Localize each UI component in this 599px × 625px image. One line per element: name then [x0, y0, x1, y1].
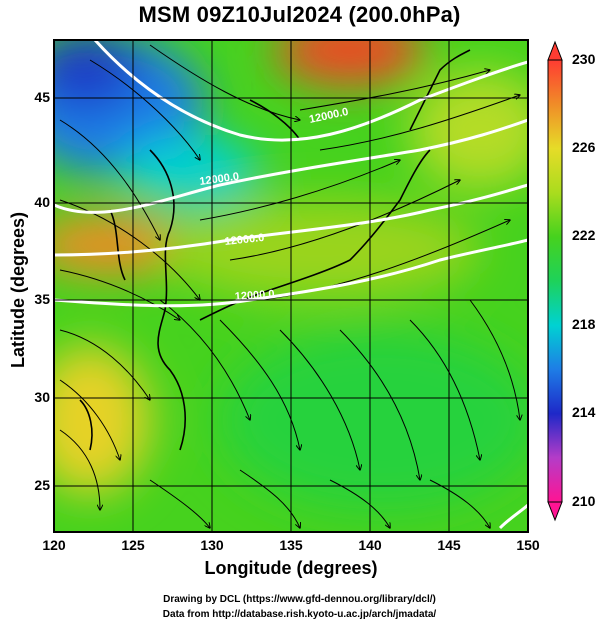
y-tick-label: 35 — [34, 291, 50, 307]
x-tick-label: 140 — [358, 537, 382, 553]
streamline — [149, 479, 210, 528]
colorbar-tick-label: 218 — [572, 316, 596, 332]
colorbar-tick-label: 230 — [572, 51, 596, 67]
credit-data: Data from http://database.rish.kyoto-u.a… — [162, 609, 437, 620]
contour-line — [54, 238, 528, 308]
streamline — [219, 319, 300, 450]
contour-label-3: 12000.0 — [224, 232, 265, 248]
x-tick-label: 120 — [42, 537, 66, 553]
warm-pool-northeast — [410, 70, 528, 190]
y-axis-label: Latitude (degrees) — [8, 211, 28, 369]
contour-line — [54, 118, 528, 214]
contour-label-2: 12000.0 — [199, 171, 240, 188]
x-tick-label: 135 — [279, 537, 303, 553]
plot-frame — [53, 39, 529, 533]
x-tick-label: 125 — [121, 537, 145, 553]
streamline — [59, 119, 160, 240]
cool-band-korea — [120, 135, 260, 205]
cold-core-northwest — [54, 40, 140, 110]
x-tick-label: 130 — [200, 537, 224, 553]
streamline — [409, 319, 480, 460]
streamline — [239, 469, 300, 528]
colorbar-tick-label: 222 — [572, 227, 596, 243]
y-tick-label: 45 — [34, 89, 50, 105]
y-tick-label: 40 — [34, 194, 50, 210]
green-field-south — [220, 330, 528, 510]
colorbar-tick-label: 226 — [572, 139, 596, 155]
streamline — [429, 479, 490, 528]
streamline — [89, 59, 200, 160]
gridlines — [54, 40, 528, 532]
colorbar-tick-label: 214 — [572, 404, 596, 420]
contour-line — [93, 40, 528, 142]
streamline — [149, 44, 300, 120]
colorbar-tick-label: 210 — [572, 493, 596, 509]
streamline — [199, 160, 400, 221]
x-tick-label: 145 — [437, 537, 461, 553]
warm-band-yellow-sea — [54, 215, 190, 275]
warm-band-japan — [160, 200, 480, 300]
streamline — [59, 429, 100, 510]
colorbar-max-arrow — [547, 40, 563, 61]
height-contours — [54, 40, 528, 530]
y-tick-label: 25 — [34, 477, 50, 493]
coastline-primorye — [249, 99, 301, 141]
colorbar — [547, 40, 563, 522]
coastlines — [79, 49, 471, 451]
coastline-japan — [199, 149, 431, 321]
warm-pool-north — [275, 40, 425, 85]
plot-area: 12000.0 12000.0 12000.0 12000.0 — [54, 40, 528, 532]
warm-pool-southwest — [54, 345, 150, 495]
streamlines — [59, 44, 520, 528]
streamline — [59, 329, 150, 400]
x-axis-label: Longitude (degrees) — [204, 558, 378, 578]
x-tick-label: 150 — [516, 537, 540, 553]
streamline — [299, 70, 490, 111]
credit-drawing: Drawing by DCL (https://www.gfd-dennou.o… — [163, 594, 436, 605]
coastline-china-korea — [149, 149, 186, 451]
coastline-shandong — [109, 209, 126, 281]
coastline-hokkaido-sakhalin — [409, 49, 471, 131]
map-title: MSM 09Z10Jul2024 (200.0hPa) — [138, 2, 461, 27]
contour-label-4: 12000.0 — [234, 288, 275, 303]
streamline — [59, 269, 180, 320]
contour-line — [54, 183, 528, 257]
streamline — [229, 180, 460, 261]
streamline — [279, 329, 360, 470]
streamline — [319, 95, 520, 151]
streamline — [59, 199, 200, 300]
streamline — [329, 479, 390, 528]
streamline — [59, 379, 120, 460]
colorbar-body — [547, 59, 563, 503]
y-tick-label: 30 — [34, 389, 50, 405]
coastline-taiwan — [79, 399, 93, 451]
contour-line — [498, 503, 528, 530]
streamline — [469, 299, 520, 420]
colorbar-min-arrow — [547, 501, 563, 522]
